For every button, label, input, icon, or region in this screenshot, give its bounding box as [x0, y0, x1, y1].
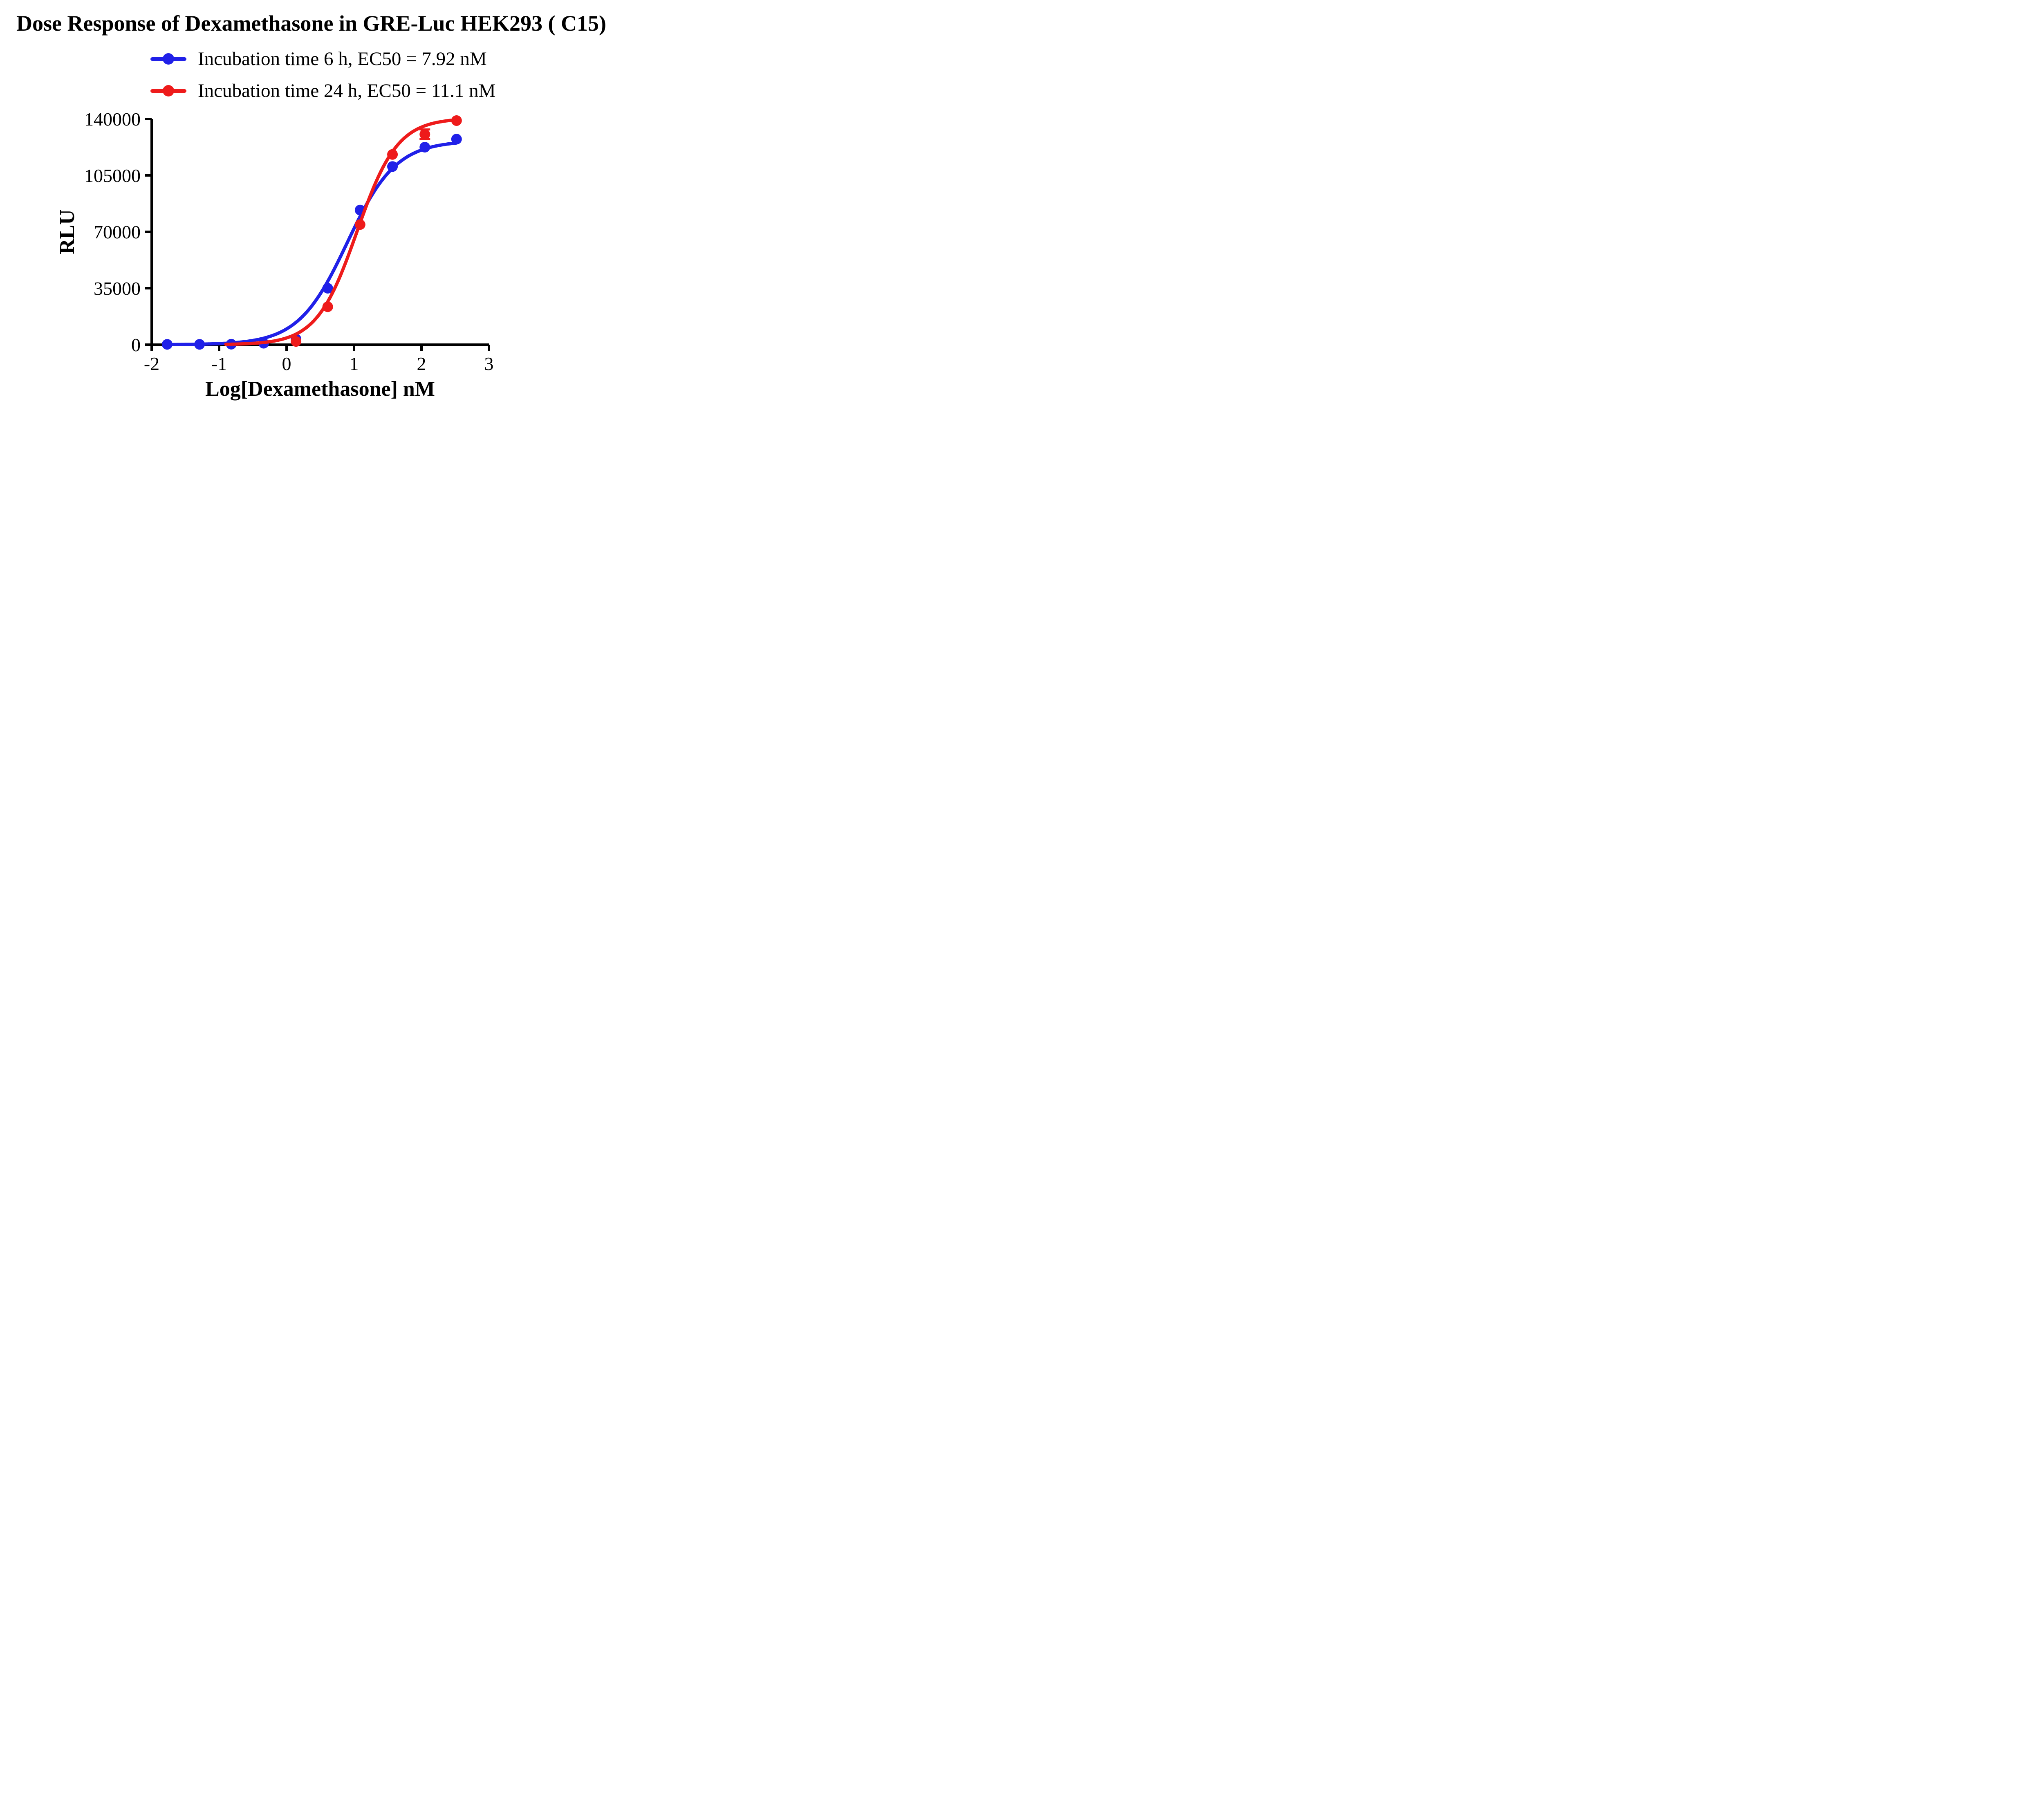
y-tick-label: 0 [131, 334, 141, 355]
x-tick-label: -1 [211, 353, 227, 374]
legend-label-6h: Incubation time 6 h, EC50 = 7.92 nM [198, 48, 487, 70]
legend-label-24h: Incubation time 24 h, EC50 = 11.1 nM [198, 80, 496, 101]
chart-title: Dose Response of Dexamethasone in GRE-Lu… [16, 11, 606, 36]
x-tick-label: 2 [417, 353, 426, 374]
x-tick-label: 1 [350, 353, 359, 374]
y-tick-label: 140000 [84, 109, 141, 130]
data-point-0 [387, 161, 398, 172]
fit-curve-1 [224, 118, 458, 346]
x-tick-label: 0 [282, 353, 291, 374]
data-point-0 [451, 134, 462, 145]
dose-response-chart: -2 -1 0 1 2 3 0 35000 70000 105000 140000 [84, 109, 494, 374]
legend: Incubation time 6 h, EC50 = 7.92 nM Incu… [150, 47, 495, 102]
x-tick-label: 3 [484, 353, 494, 374]
data-point-1 [322, 301, 333, 312]
legend-dot-icon [163, 85, 174, 96]
legend-item-6h: Incubation time 6 h, EC50 = 7.92 nM [150, 47, 495, 70]
legend-marker-24h [150, 85, 186, 97]
y-tick-label: 105000 [84, 165, 141, 186]
data-point-1 [291, 336, 302, 347]
data-point-1 [451, 115, 462, 126]
y-tick-label: 70000 [94, 222, 141, 242]
data-point-1 [387, 149, 398, 160]
y-tick-label: 35000 [94, 278, 141, 299]
x-axis-title: Log[Dexamethasone] nM [205, 377, 435, 401]
legend-item-24h: Incubation time 24 h, EC50 = 11.1 nM [150, 79, 495, 102]
data-point-1 [419, 129, 430, 140]
data-point-0 [419, 142, 430, 152]
legend-dot-icon [163, 53, 174, 65]
legend-marker-6h [150, 53, 186, 65]
data-point-0 [161, 339, 173, 350]
data-point-0 [322, 283, 333, 294]
data-point-0 [194, 339, 205, 350]
x-tick-label: -2 [144, 353, 159, 374]
data-point-1 [354, 219, 365, 230]
fit-curve-0 [165, 141, 458, 346]
